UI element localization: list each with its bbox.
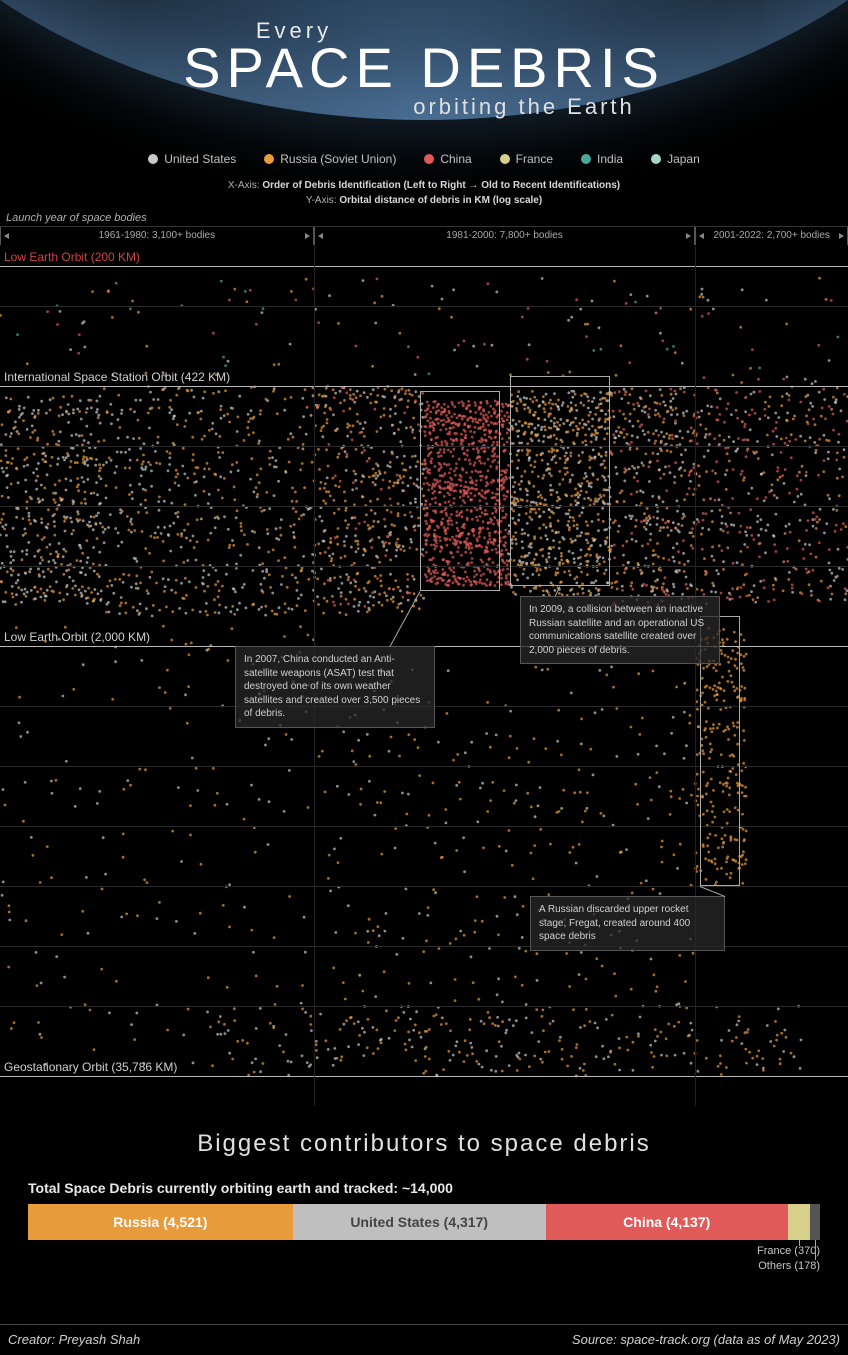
gridline bbox=[0, 886, 848, 887]
gridline bbox=[0, 1006, 848, 1007]
legend-item: Japan bbox=[651, 152, 700, 166]
axis-description: X-Axis: Order of Debris Identification (… bbox=[0, 178, 848, 208]
title-big: SPACE DEBRIS bbox=[0, 40, 848, 96]
reference-label: Low Earth Orbit (2,000 KM) bbox=[4, 630, 150, 646]
bar-sublabel: Others (178) bbox=[757, 1259, 820, 1274]
legend-label: India bbox=[597, 152, 623, 166]
legend-dot bbox=[264, 154, 274, 164]
annotation-text: A Russian discarded upper rocket stage, … bbox=[530, 896, 725, 951]
scatter-chart: Low Earth Orbit (200 KM) International Sp… bbox=[0, 246, 848, 1106]
legend-dot bbox=[651, 154, 661, 164]
legend-item: India bbox=[581, 152, 623, 166]
footer-rule bbox=[0, 1324, 848, 1325]
footer-creator: Creator: Preyash Shah bbox=[8, 1332, 140, 1347]
bar-segment bbox=[810, 1204, 820, 1240]
era-ruler: 1961-1980: 3,100+ bodies1981-2000: 7,800… bbox=[0, 226, 848, 244]
gridline bbox=[0, 506, 848, 507]
bar-sublabels: France (370)Others (178) bbox=[757, 1244, 820, 1275]
gridline bbox=[0, 766, 848, 767]
reference-label: International Space Station Orbit (422 K… bbox=[4, 370, 230, 386]
era-divider bbox=[695, 246, 696, 1106]
legend-item: China bbox=[424, 152, 471, 166]
legend-label: China bbox=[440, 152, 471, 166]
reference-line bbox=[0, 386, 848, 387]
reference-line bbox=[0, 266, 848, 267]
era-segment: 1961-1980: 3,100+ bodies bbox=[0, 227, 314, 245]
total-label: Total Space Debris currently orbiting ea… bbox=[28, 1180, 453, 1196]
bar-segment bbox=[788, 1204, 810, 1240]
stacked-bar: Russia (4,521)United States (4,317)China… bbox=[28, 1204, 820, 1240]
annotation-text: In 2009, a collision between an inactive… bbox=[520, 596, 720, 664]
y-axis-desc: Orbital distance of debris in KM (log sc… bbox=[339, 195, 542, 206]
era-segment: 2001-2022: 2,700+ bodies bbox=[695, 227, 848, 245]
legend-label: France bbox=[516, 152, 553, 166]
legend-label: United States bbox=[164, 152, 236, 166]
reference-label: Geostationary Orbit (35,786 KM) bbox=[4, 1060, 177, 1076]
legend-item: France bbox=[500, 152, 553, 166]
gridline bbox=[0, 566, 848, 567]
reference-line bbox=[0, 1076, 848, 1077]
title-block: Every SPACE DEBRIS orbiting the Earth bbox=[0, 18, 848, 120]
legend-dot bbox=[581, 154, 591, 164]
x-axis-desc: Order of Debris Identification (Left to … bbox=[262, 180, 620, 191]
legend-label: Russia (Soviet Union) bbox=[280, 152, 396, 166]
reference-label: Low Earth Orbit (200 KM) bbox=[4, 250, 140, 266]
x-axis-prefix: X-Axis: bbox=[228, 180, 262, 191]
gridline bbox=[0, 306, 848, 307]
legend-dot bbox=[424, 154, 434, 164]
bottom-title: Biggest contributors to space debris bbox=[0, 1130, 848, 1158]
launch-year-label: Launch year of space bodies bbox=[6, 212, 147, 224]
gridline bbox=[0, 446, 848, 447]
gridline bbox=[0, 826, 848, 827]
legend-item: United States bbox=[148, 152, 236, 166]
bar-segment: Russia (4,521) bbox=[28, 1204, 293, 1240]
legend-dot bbox=[500, 154, 510, 164]
legend-item: Russia (Soviet Union) bbox=[264, 152, 396, 166]
y-axis-prefix: Y-Axis: bbox=[306, 195, 340, 206]
footer-source: Source: space-track.org (data as of May … bbox=[572, 1332, 840, 1347]
legend-label: Japan bbox=[667, 152, 700, 166]
era-segment: 1981-2000: 7,800+ bodies bbox=[314, 227, 696, 245]
bar-segment: China (4,137) bbox=[546, 1204, 788, 1240]
bar-tick bbox=[815, 1240, 816, 1260]
bar-tick bbox=[799, 1240, 800, 1246]
legend-dot bbox=[148, 154, 158, 164]
bar-segment: United States (4,317) bbox=[293, 1204, 546, 1240]
bar-sublabel: France (370) bbox=[757, 1244, 820, 1259]
legend: United States Russia (Soviet Union) China F… bbox=[0, 152, 848, 167]
annotation-text: In 2007, China conducted an Anti-satelli… bbox=[235, 646, 435, 728]
